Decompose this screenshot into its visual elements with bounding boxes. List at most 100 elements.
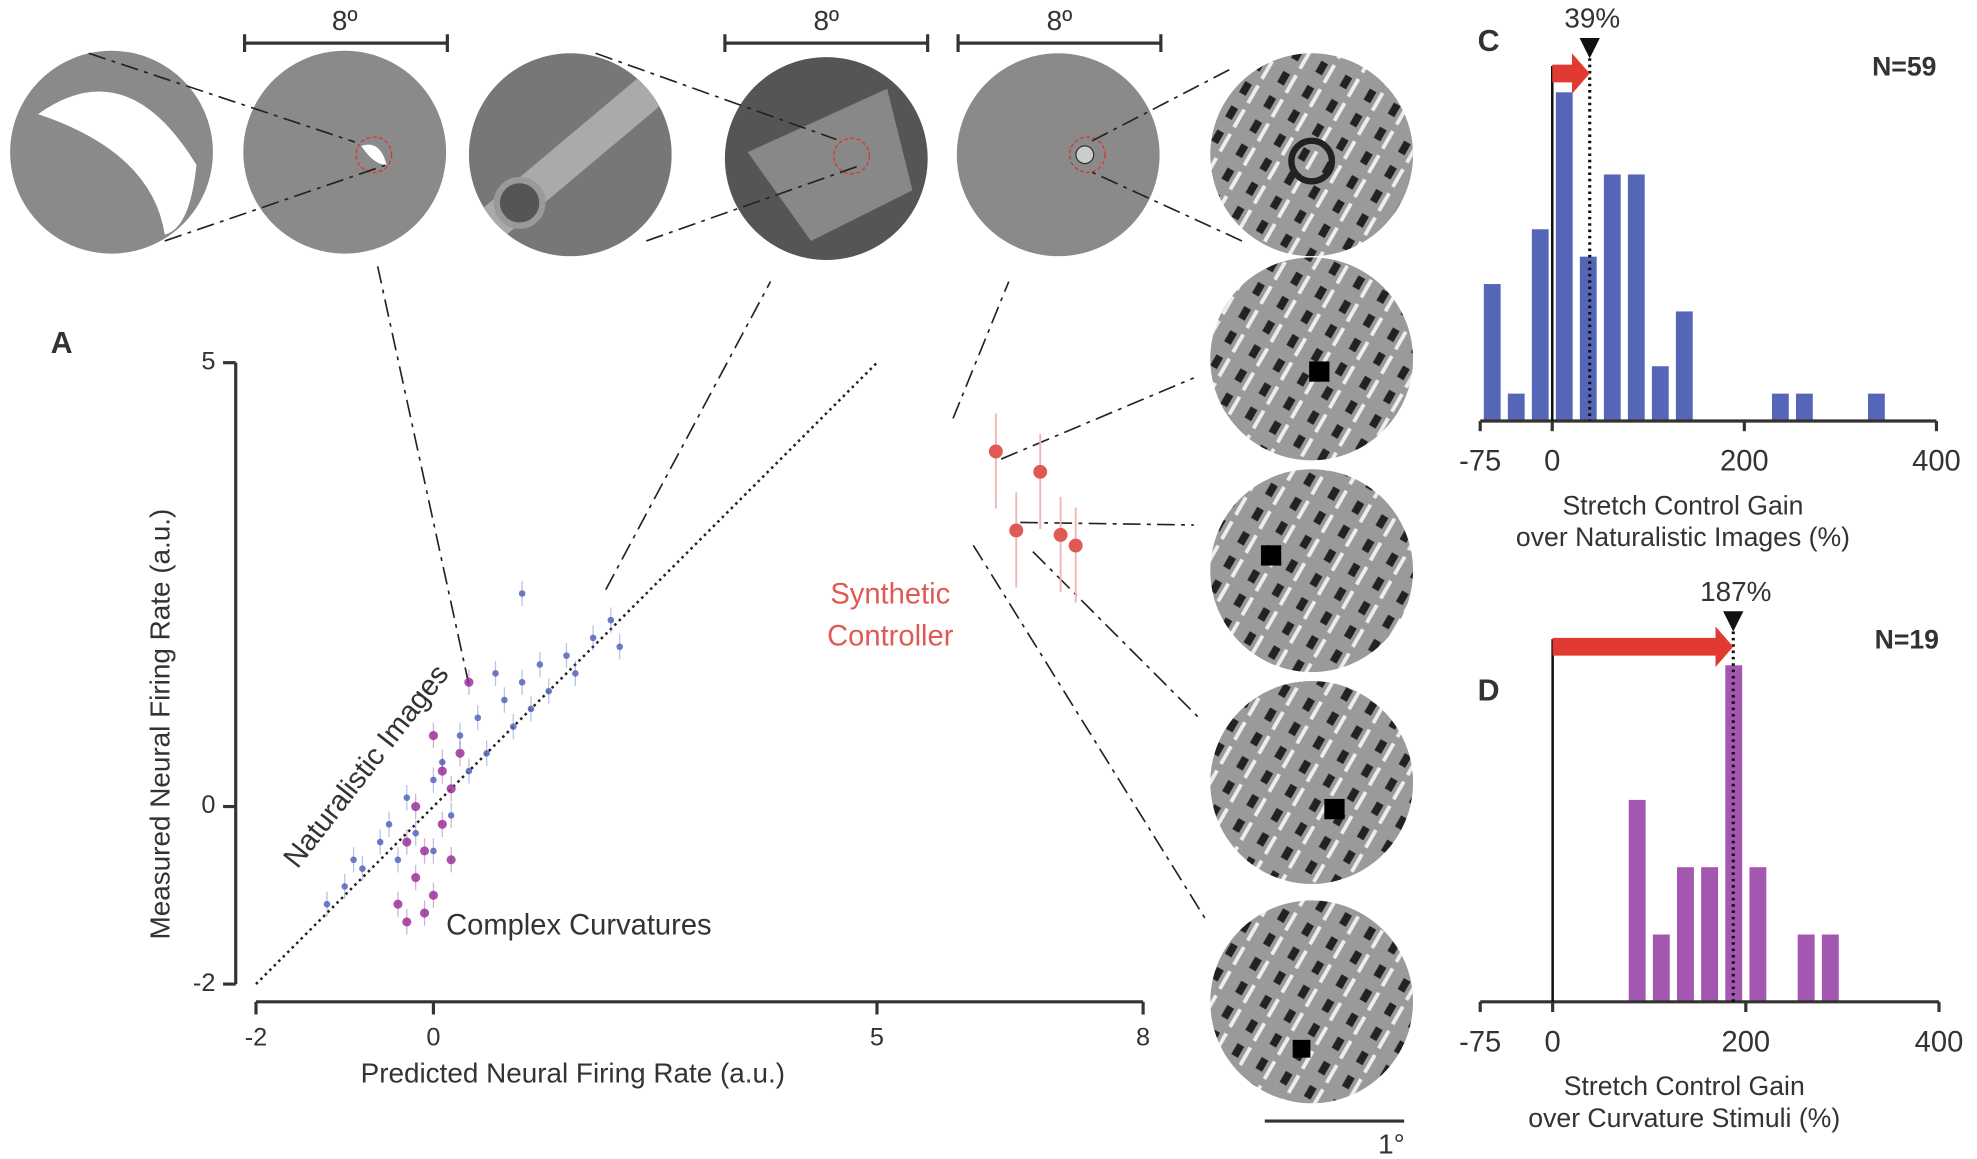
point [457,732,464,739]
x-axis-label: Predicted Neural Firing Rate (a.u.) [361,1058,785,1089]
panel-label: C [1478,24,1500,58]
point [359,865,366,872]
point [464,678,473,687]
point [411,873,420,882]
y-axis-label: Measured Neural Firing Rate (a.u.) [145,509,176,940]
point [386,821,393,828]
point [420,908,429,917]
y-tick-label: 0 [201,791,215,819]
bar [1749,867,1766,1002]
point [492,670,499,677]
point [350,856,357,863]
point [447,784,456,793]
y-tick-label: 5 [201,347,215,375]
bar [1868,394,1885,421]
scale-label: 8º [332,5,358,36]
point [402,917,411,926]
x-tick-label: -75 [1459,1026,1501,1058]
bar [1484,284,1501,421]
x-tick-label: 200 [1722,1026,1771,1058]
point [519,679,526,686]
x-tick-label: 8 [1136,1023,1150,1051]
bar [1772,394,1789,421]
marker-arrow [1553,626,1734,667]
x-tick-label: 0 [426,1023,440,1051]
point [590,635,597,642]
figure: 8º 8º 8º 1° A C D -2 0 5 -2 0 5 8 Predicted Neu… [0,0,1977,1154]
x-tick-label: -2 [245,1023,268,1051]
annotation: N=19 [1875,625,1939,655]
y-tick-label: -2 [193,969,216,997]
x-axis-label: over Naturalistic Images (%) [1516,522,1850,552]
x-axis-label: over Curvature Stimuli (%) [1528,1103,1840,1133]
scale-label: 8º [813,5,839,36]
point [430,848,437,855]
point [572,670,579,677]
x-tick-label: 400 [1915,1026,1964,1058]
point [411,802,420,811]
stimulus-images [10,34,1413,1121]
panel-label: D [1478,673,1500,707]
point [510,723,517,730]
point [1033,465,1047,479]
x-tick-label: 200 [1720,446,1769,478]
bar [1798,935,1815,1002]
point [563,652,570,659]
point [528,706,535,713]
point [438,766,447,775]
x-tick-label: -75 [1459,446,1501,478]
bar [1796,394,1813,421]
point [989,444,1003,458]
x-axis-label: Stretch Control Gain [1564,1071,1805,1101]
bar [1652,366,1669,421]
point [519,590,526,597]
marker-label: 187% [1700,576,1771,607]
point [545,688,552,695]
x-axis-label: Stretch Control Gain [1562,490,1803,520]
bar [1628,174,1645,421]
series-label: Naturalistic Images [278,659,456,874]
bar [1604,174,1621,421]
x-tick-label: 0 [1545,1026,1561,1058]
point [402,837,411,846]
point [324,901,331,908]
x-tick-label: 0 [1544,446,1560,478]
point [420,846,429,855]
marker-triangle [1580,38,1600,58]
page: {"figure": {"panel_labels": ["A", "C", "… [0,0,1977,1154]
point [1009,523,1023,537]
point [395,856,402,863]
point [537,661,544,668]
point [438,820,447,829]
point [1069,539,1083,553]
marker-triangle [1723,611,1743,631]
point [501,697,508,704]
point [483,750,490,757]
bar [1676,311,1693,421]
identity-line [256,363,877,984]
marker-arrow [1552,53,1589,94]
x-tick-label: 5 [870,1023,884,1051]
point [377,839,384,846]
bar [1701,867,1718,1002]
scale-label: 8º [1047,5,1073,36]
bar [1677,867,1694,1002]
point [474,714,481,721]
point [341,883,348,890]
bar [1629,800,1646,1002]
point [429,731,438,740]
point [447,855,456,864]
annotation: N=59 [1872,52,1936,82]
point [1054,528,1068,542]
point [448,812,455,819]
point [412,830,419,837]
marker-label: 39% [1564,3,1620,34]
bar [1822,935,1839,1002]
panel-label: A [51,326,73,360]
point [608,617,615,624]
series-label: Synthetic Controller Images [741,573,1039,662]
point [466,768,473,775]
point [393,900,402,909]
scale-bar-label: 1° [1378,1129,1405,1154]
bar [1653,935,1670,1002]
